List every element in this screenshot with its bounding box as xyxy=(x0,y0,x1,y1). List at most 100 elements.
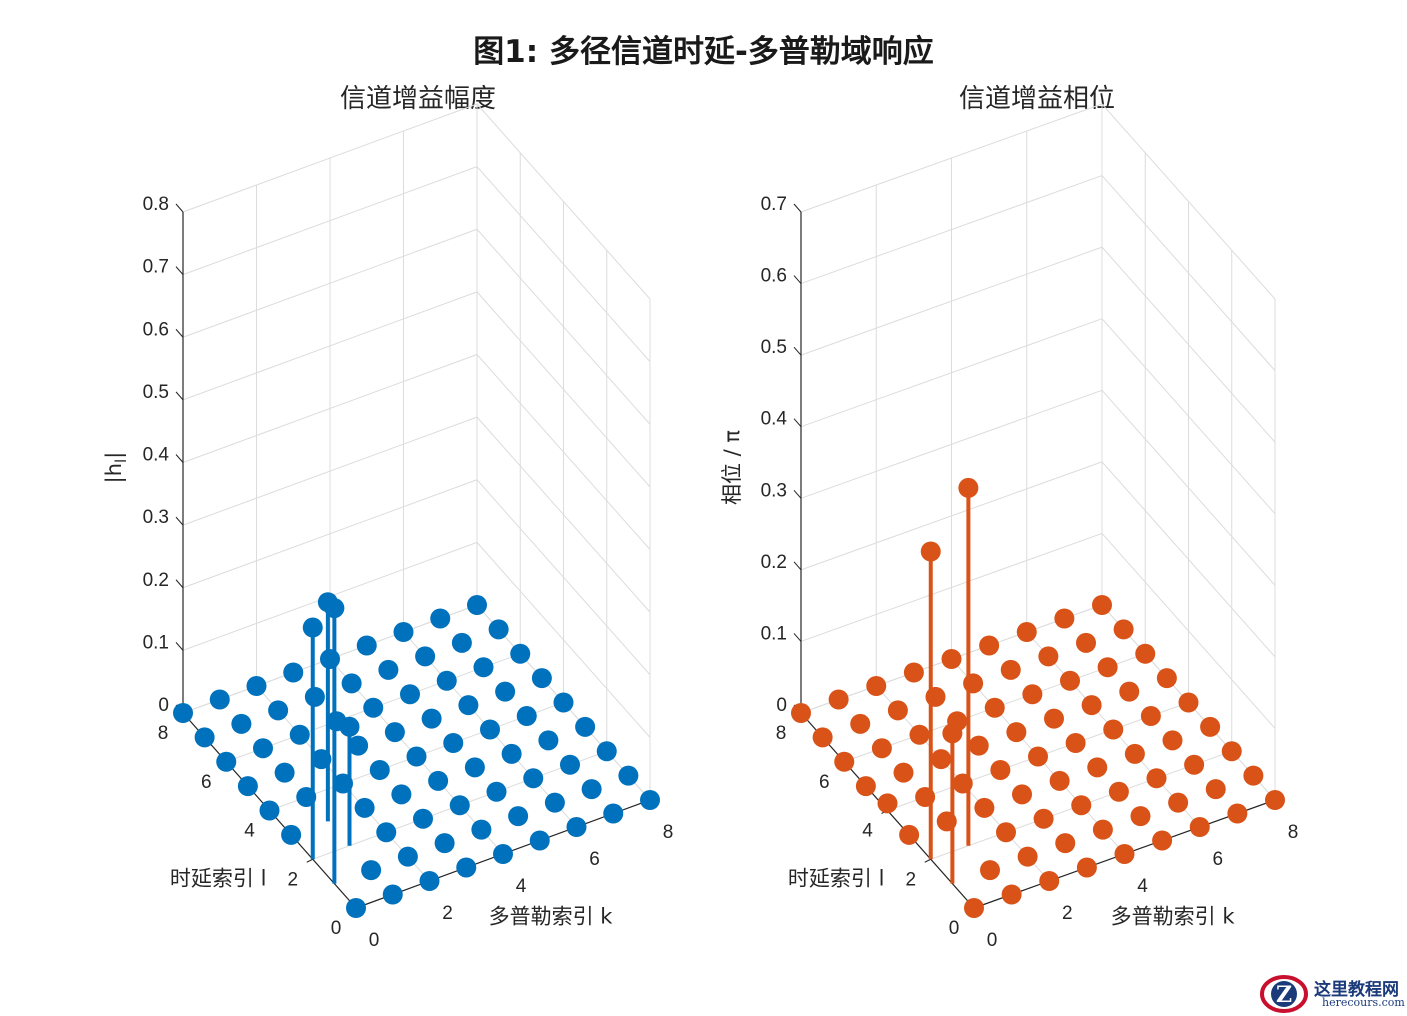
stem-marker xyxy=(1146,768,1167,789)
stem-marker xyxy=(1097,657,1118,678)
stem-marker xyxy=(376,822,397,843)
z-tick-mark xyxy=(793,561,802,571)
y-axis-label: 时延索引 l xyxy=(170,866,267,890)
stem-marker xyxy=(1227,803,1248,824)
z-axis-label: |hl| xyxy=(102,452,130,484)
stem-marker xyxy=(909,724,930,745)
stem-marker xyxy=(415,646,436,667)
stem-marker xyxy=(194,727,215,748)
y-axis-label: 时延索引 l xyxy=(788,866,885,890)
z-tick-label: 0.8 xyxy=(143,194,169,215)
stem-marker xyxy=(451,632,472,653)
stem-marker xyxy=(523,768,544,789)
stem-marker xyxy=(979,635,1000,656)
stem-marker xyxy=(1108,781,1129,802)
y-tick-label: 0 xyxy=(331,918,342,939)
stem-marker xyxy=(356,635,377,656)
y-tick-label: 8 xyxy=(158,723,169,744)
stem-marker xyxy=(1044,708,1064,729)
stem-marker xyxy=(1039,871,1060,891)
stem-marker xyxy=(302,617,323,638)
x-tick-label: 8 xyxy=(1288,822,1299,843)
stem-marker xyxy=(553,692,574,713)
grid-line xyxy=(800,532,1276,729)
stem-marker xyxy=(1076,857,1097,878)
stem-marker xyxy=(566,817,587,837)
stem-marker xyxy=(1000,659,1021,680)
x-tick-label: 6 xyxy=(589,849,600,870)
stem-marker xyxy=(516,706,537,726)
z-tick-mark xyxy=(175,203,184,213)
stem-marker xyxy=(259,800,280,821)
watermark-url: herecours.com xyxy=(1322,996,1405,1009)
z-tick-mark xyxy=(793,418,802,428)
stem-marker xyxy=(324,598,345,619)
stem-marker xyxy=(348,735,369,756)
stem-marker xyxy=(1265,790,1285,810)
stem-marker xyxy=(1113,619,1134,640)
stem-marker xyxy=(963,673,984,694)
stem-marker xyxy=(354,797,375,818)
stem-marker xyxy=(942,723,963,744)
z-tick-mark xyxy=(175,391,184,401)
stem-marker xyxy=(903,662,924,683)
z-tick-mark xyxy=(793,203,802,213)
stem-marker xyxy=(231,713,252,734)
y-tick-label: 6 xyxy=(819,772,830,793)
stem-marker xyxy=(393,622,414,642)
stem-marker xyxy=(508,806,529,827)
stem-marker xyxy=(791,703,811,723)
stem-marker xyxy=(1049,770,1070,791)
grid-line xyxy=(182,291,651,488)
stem-marker xyxy=(640,790,660,810)
z-tick-label: 0.3 xyxy=(143,507,169,528)
stem-marker xyxy=(1081,695,1102,716)
stem-marker xyxy=(893,762,914,783)
stem-marker xyxy=(941,649,962,669)
grid-line xyxy=(800,461,1276,658)
z-tick-mark xyxy=(793,489,802,499)
stem-marker xyxy=(828,689,849,710)
stem-marker xyxy=(378,659,399,680)
x-tick-label: 2 xyxy=(442,903,453,924)
magnitude-plot-title: 信道增益幅度 xyxy=(339,84,496,114)
stem-marker xyxy=(1200,716,1221,737)
z-tick-mark xyxy=(793,275,802,284)
z-tick-mark xyxy=(793,346,802,356)
x-tick-label: 4 xyxy=(1137,876,1148,897)
y-tick-mark xyxy=(306,858,313,863)
y-tick-label: 2 xyxy=(287,869,298,890)
z-tick-mark xyxy=(175,516,184,526)
stem-marker xyxy=(925,686,946,707)
stem-marker xyxy=(1124,743,1145,764)
z-tick-label: 0 xyxy=(776,695,787,716)
stem-marker xyxy=(581,779,602,800)
grid-line xyxy=(800,389,1276,586)
stem-marker xyxy=(920,541,941,562)
z-tick-label: 0.6 xyxy=(761,266,787,287)
z-tick-label: 0.2 xyxy=(143,570,169,591)
stem-marker xyxy=(281,824,302,845)
stem-marker xyxy=(471,819,492,840)
z-tick-label: 0.4 xyxy=(143,445,170,466)
stem-marker xyxy=(1243,765,1264,786)
stem-marker xyxy=(173,703,193,723)
stem-marker xyxy=(467,595,487,615)
z-tick-label: 0.7 xyxy=(143,257,169,278)
stem-marker xyxy=(1221,741,1242,762)
stem-marker xyxy=(1184,754,1205,775)
y-tick-mark xyxy=(924,858,931,863)
grid-line xyxy=(800,318,1276,515)
stem-marker xyxy=(968,735,989,756)
z-tick-label: 0 xyxy=(158,695,169,716)
stem-marker xyxy=(899,824,920,845)
x-tick-label: 4 xyxy=(516,876,527,897)
stem-marker xyxy=(980,860,1000,881)
z-tick-label: 0.4 xyxy=(761,409,788,430)
stem-marker xyxy=(1017,846,1038,867)
stem-marker xyxy=(436,670,457,691)
stem-marker xyxy=(346,898,366,918)
stem-marker xyxy=(464,757,485,778)
stem-marker xyxy=(434,833,455,854)
